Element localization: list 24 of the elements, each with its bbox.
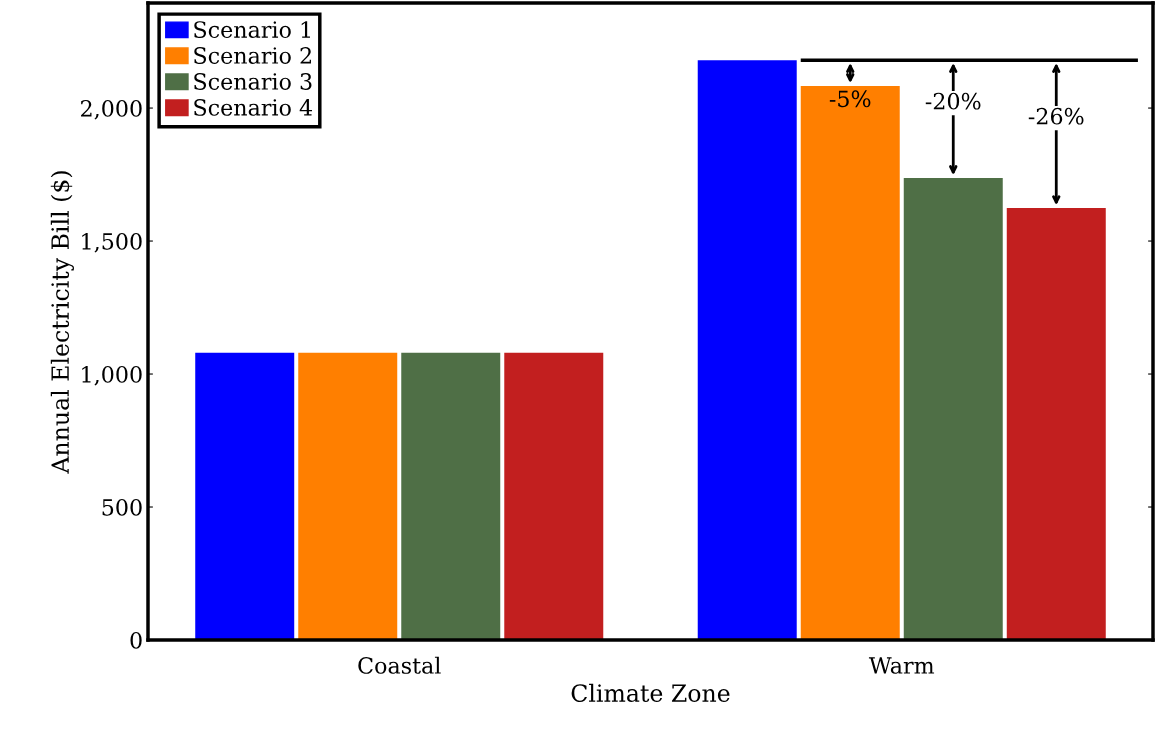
legend-label: Scenario 3 (194, 73, 312, 90)
y-axis-title: Annual Electricity Bill ($) (50, 171, 74, 474)
x-tick-label: Coastal (358, 656, 441, 674)
x-tick-label: Warm (868, 657, 935, 674)
bar (800, 85, 900, 640)
y-tick-label: 1,000 (82, 365, 142, 386)
legend-label: Scenario 2 (194, 47, 311, 64)
legend-label: Scenario 4 (194, 99, 313, 116)
x-axis-title: Climate Zone (571, 683, 730, 703)
bar (401, 352, 501, 640)
y-tick-label: 1,500 (82, 232, 142, 253)
bar (504, 352, 604, 640)
bar (903, 178, 1003, 640)
annotation: -26% (1028, 107, 1084, 125)
bar (195, 352, 295, 640)
annotation: -20% (925, 92, 981, 110)
legend-label: Scenario 1 (194, 21, 310, 38)
y-tick-label: 2,000 (81, 100, 142, 120)
bar (697, 60, 797, 640)
y-tick-label: 0 (130, 631, 142, 649)
y-tick-label: 500 (102, 498, 142, 516)
bar (298, 352, 398, 640)
annotation: -5% (829, 90, 871, 108)
bar (1006, 208, 1106, 640)
